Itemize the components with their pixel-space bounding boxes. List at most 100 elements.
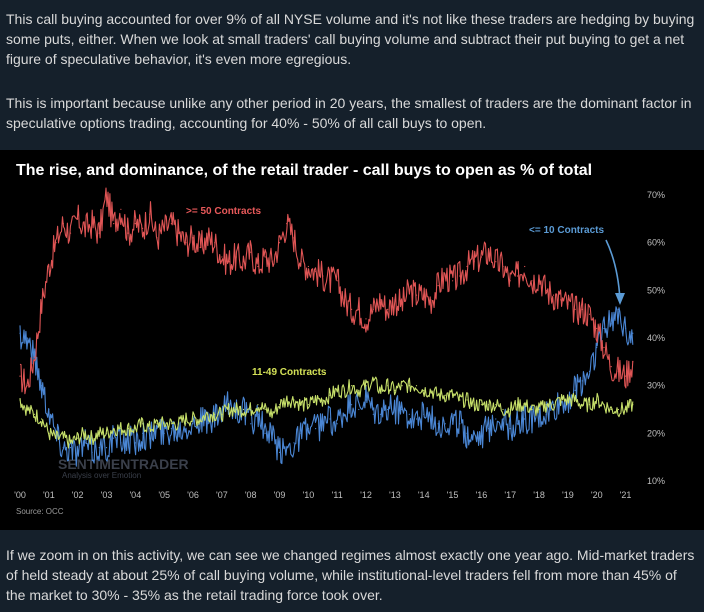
series-point [509,428,511,430]
series-point [574,389,576,391]
x-tick-label: '04 [129,490,141,500]
series-point [387,408,389,411]
series-point [77,218,79,220]
watermark: SENTIMENTRADER Analysis over Emotion [58,456,189,480]
series-point [120,428,122,430]
series-point [250,423,252,425]
series-point [574,308,576,310]
x-tick-label: '02 [72,490,84,500]
series-point [149,437,151,439]
series-point [437,285,439,287]
series-point [322,399,324,401]
series-point [26,337,28,339]
series-point [163,423,165,425]
series-point [625,375,627,377]
series-point [545,404,547,406]
series-point [365,385,367,387]
series-point [531,408,533,411]
series-point [69,442,72,444]
series-point [617,308,620,310]
x-tick-label: '03 [101,490,113,500]
series-point [415,418,418,420]
series-point [588,404,591,406]
series-point [33,413,36,415]
series-point [632,404,634,406]
series-point [379,299,382,301]
series-point [307,265,309,268]
series-point [48,408,50,411]
series-point [228,408,230,411]
x-tick-label: '11 [332,490,343,500]
series-point [502,418,504,420]
series-point [242,408,245,411]
series-point [423,294,425,296]
series-point [387,385,389,387]
y-tick-label: 50% [647,285,665,295]
series-point [545,413,547,415]
series-point [300,432,302,434]
series-point [581,404,583,406]
x-tick-label: '12 [360,490,372,500]
series-point [149,428,151,430]
y-tick-label: 20% [647,428,665,438]
series-point [336,423,338,425]
series-point [351,404,353,406]
series-point [488,428,490,430]
series-point [480,404,482,406]
series-point [134,223,136,225]
series-point [120,442,122,444]
chart-container: The rise, and dominance, of the retail t… [0,150,704,530]
series-point [257,265,259,268]
series-point [408,413,410,415]
series-point [625,408,627,411]
series-point [264,432,266,434]
series-point [617,370,620,372]
series-point [516,423,519,425]
annotation-arrowhead [615,293,625,305]
x-tick-label: '15 [447,490,459,500]
series-point [142,423,144,425]
series-point [394,389,396,391]
series-point [617,408,620,411]
series-point [221,256,223,258]
series-point [300,261,302,263]
series-point [48,265,50,268]
series-point [170,423,172,425]
annotation-arrow [605,239,621,301]
series-point [581,380,583,382]
series-point [401,304,403,306]
x-tick-label: '05 [158,490,170,500]
series-point [41,418,43,420]
series-point [84,432,86,434]
series-point [488,404,490,406]
series-point [98,447,100,449]
series-point [495,261,497,263]
series-point [552,294,555,296]
series-point [113,223,115,225]
series-point [293,399,295,401]
series-point [278,242,281,244]
x-tick-label: '06 [187,490,199,500]
series-point [538,275,540,277]
x-axis-ticks: '00 '01 '02 '03 '04 '05 '06 '07 '08 '09 '10 '11 '12 '… [14,490,631,500]
y-tick-label: 70% [647,190,665,200]
x-tick-label: '00 [14,490,26,500]
series-point [459,399,461,401]
series-point [372,413,374,415]
series-point [62,437,64,439]
series-point [574,399,576,401]
series-point [19,332,21,334]
series-point [509,280,511,282]
series-point [293,442,295,444]
series-point [632,332,634,334]
series-point [480,432,482,434]
series-point [221,413,223,415]
series-point [329,394,331,396]
series-point [552,404,555,406]
series-point [235,408,237,411]
series-point [120,208,122,210]
series-point [300,404,302,406]
series-point [170,223,172,225]
series-point [142,432,144,434]
series-point [113,428,115,430]
